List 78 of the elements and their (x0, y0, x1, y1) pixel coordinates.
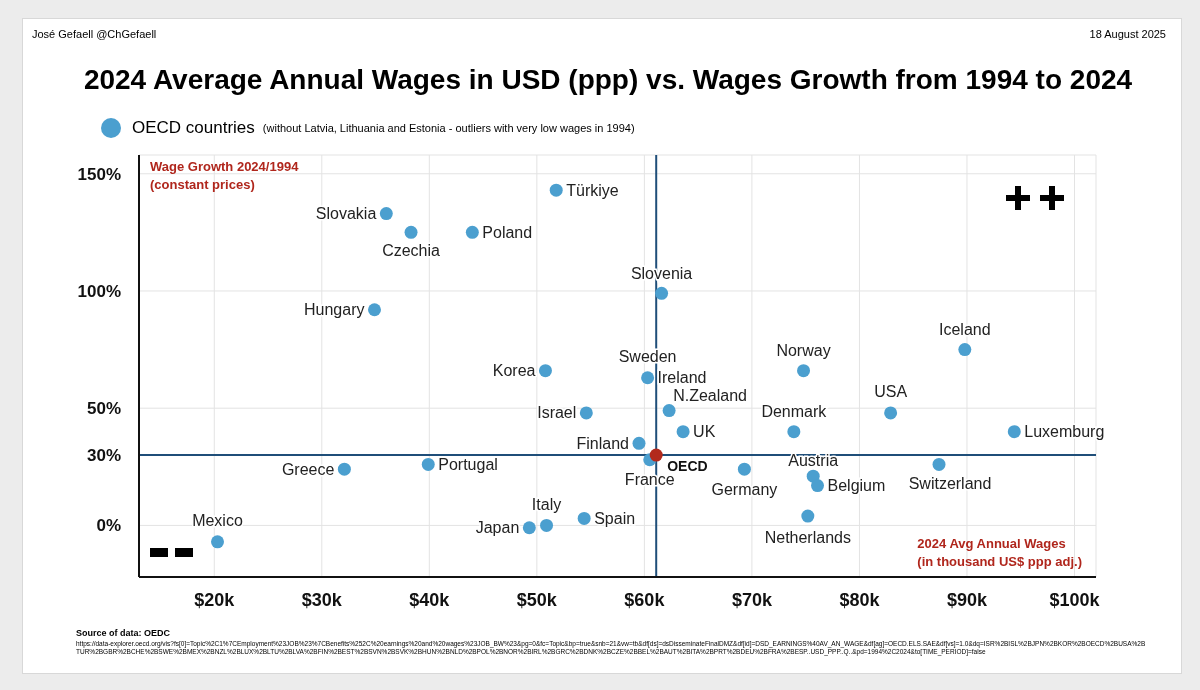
annotation: Denmark (761, 403, 828, 421)
text: (without Latvia, Lithuania and Estonia - outliers with very low wages in 1994) (262, 122, 635, 134)
x-axis-title: 2024 Avg Annual Wages (in thousand US$ ppp adj.) (917, 535, 1082, 571)
x-tick-label: $20k (194, 589, 236, 610)
annotation: Netherlands (764, 528, 851, 546)
point (655, 286, 669, 300)
source-note: Source of data: OEDC (76, 628, 171, 638)
point (884, 406, 898, 420)
point (522, 521, 536, 535)
point (676, 425, 690, 439)
text: José Gefaell @ChGefaell (32, 28, 157, 40)
point (577, 511, 591, 525)
y-tick-label: 50% (86, 399, 121, 419)
annotation: Finland (576, 434, 630, 452)
y-tick-label: 0% (96, 516, 121, 536)
annotation: Belgium (827, 477, 886, 495)
annotation: Greece (281, 460, 335, 478)
point (737, 462, 751, 476)
legend-label: OECD countries (132, 118, 255, 138)
point (421, 457, 435, 471)
annotation: Norway (776, 342, 831, 360)
point (641, 371, 655, 385)
annotation: Iceland (939, 321, 991, 339)
x-tick-label: $70k (731, 589, 773, 610)
x-tick-label: $60k (624, 589, 666, 610)
point (549, 183, 563, 197)
y-tick-label: 30% (86, 446, 121, 466)
point (379, 207, 393, 221)
series-label: OECD (667, 458, 708, 475)
point (540, 518, 554, 532)
y-tick-label: 150% (77, 164, 121, 184)
annotation: Poland (482, 223, 533, 241)
y-tick-label: 100% (77, 282, 121, 302)
annotation: Mexico (192, 512, 243, 530)
x-tick-label: $90k (946, 589, 988, 610)
annotation: USA (874, 383, 908, 401)
point (404, 225, 418, 239)
text: 18 August 2025 (1089, 28, 1166, 40)
point (958, 343, 972, 357)
point (801, 509, 815, 523)
x-tick-label: $50k (516, 589, 558, 610)
x-tick-label: $30k (301, 589, 343, 610)
annotation: Luxemburg (1024, 423, 1105, 441)
annotation: Slovakia (315, 205, 377, 223)
y-axis-title: Wage Growth 2024/1994 (constant prices) (150, 158, 299, 194)
x-tick-label: $100k (1049, 589, 1101, 610)
point (337, 462, 351, 476)
annotation: Ireland (657, 369, 707, 387)
point (632, 436, 646, 450)
annotation: Czechia (382, 241, 441, 259)
annotation: Germany (711, 480, 778, 498)
point (662, 404, 676, 418)
point (787, 425, 801, 439)
annotation: Spain (594, 509, 636, 527)
x-tick-label: $80k (839, 589, 881, 610)
annotation: Israel (537, 404, 577, 422)
point (465, 225, 479, 239)
annotation: Hungary (304, 301, 365, 319)
annotation: Korea (492, 362, 536, 380)
annotation: Japan (475, 519, 520, 537)
point (811, 479, 824, 493)
point (211, 535, 224, 549)
point (797, 364, 811, 378)
x-tick-label: $40k (409, 589, 451, 610)
point (649, 448, 663, 462)
annotation: N.Zealand (673, 387, 748, 405)
point (367, 303, 381, 317)
annotation: Italy (531, 495, 562, 513)
annotation: Portugal (438, 455, 498, 473)
annotation: Switzerland (908, 474, 992, 492)
annotation: UK (693, 423, 716, 441)
point (579, 406, 593, 420)
annotation: Türkiye (566, 181, 619, 199)
point (1007, 425, 1021, 439)
chart-title: 2024 Average Annual Wages in USD (ppp) vs. Wages Growth from 1994 to 2024 (82, 64, 1134, 96)
annotation: Austria (788, 451, 839, 469)
point (932, 457, 946, 471)
point (538, 364, 552, 378)
